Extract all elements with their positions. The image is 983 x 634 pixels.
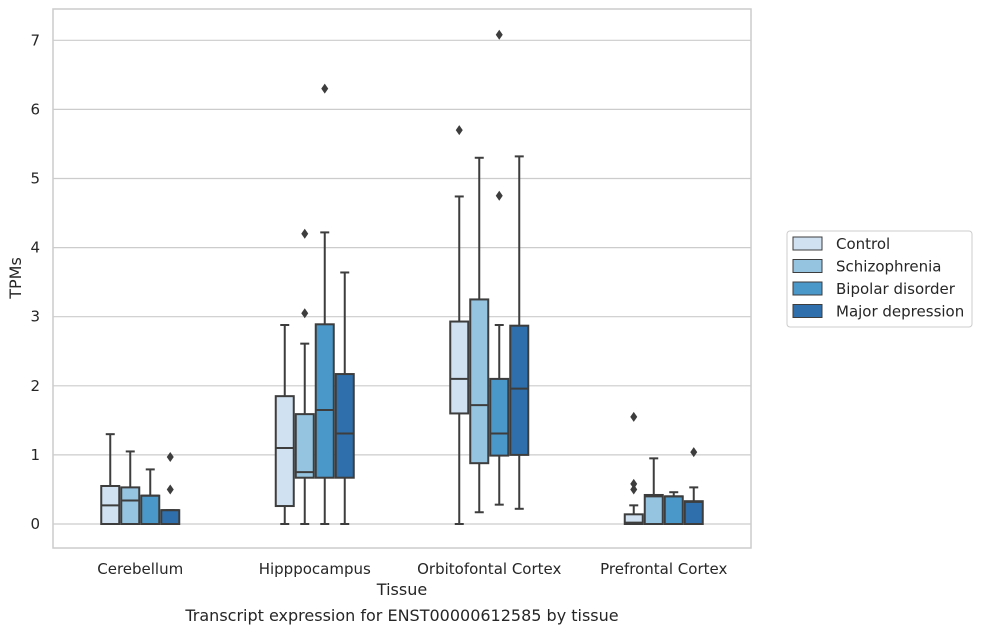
legend-label: Schizophrenia: [836, 258, 941, 276]
legend-frame: [786, 230, 973, 328]
box: [314, 323, 335, 479]
box: [509, 324, 530, 456]
box-plot: [274, 323, 295, 525]
box: [449, 320, 470, 415]
outlier-point: [455, 125, 463, 136]
y-tick-label: 0: [30, 515, 40, 533]
y-ticks: 0 1 2 3 4 5 6 7: [30, 31, 40, 533]
box: [294, 413, 315, 479]
outlier-point: [690, 447, 698, 458]
box-plot: [489, 29, 510, 506]
outlier-point: [495, 29, 503, 40]
box-plot: [683, 447, 704, 525]
box: [643, 493, 664, 525]
outlier-point: [301, 308, 309, 319]
box: [274, 395, 295, 508]
legend-swatch: [792, 281, 823, 296]
box: [140, 494, 161, 526]
box-plot: [469, 156, 490, 514]
outlier-point: [301, 228, 309, 239]
outlier-point: [630, 478, 638, 489]
x-tick-label: Orbitofontal Cortex: [417, 560, 561, 578]
x-tick-label: Cerebellum: [97, 560, 183, 578]
legend-label: Major depression: [836, 303, 964, 321]
y-tick-label: 5: [30, 170, 40, 188]
plot-frame: [52, 8, 752, 549]
x-ticks: Cerebellum Hipppocampus Orbitofontal Corte…: [97, 560, 727, 578]
box-plot: [509, 155, 530, 510]
box-plot: [120, 450, 141, 526]
box-plot: [294, 228, 315, 525]
outlier-point: [630, 411, 638, 422]
legend: Control Schizophrenia Bipolar disorder Majo…: [786, 230, 973, 328]
x-axis-label: Tissue: [376, 580, 427, 599]
y-tick-label: 1: [30, 446, 40, 464]
box-plot: [663, 491, 684, 525]
outlier-point: [166, 451, 174, 462]
y-tick-label: 6: [30, 100, 40, 118]
x-tick-label: Prefrontal Cortex: [600, 560, 727, 578]
outlier-point: [630, 484, 638, 495]
grid: [53, 39, 751, 525]
box-plot: [449, 125, 470, 525]
outlier-point: [495, 190, 503, 201]
box-plot: [140, 468, 161, 526]
box: [683, 500, 704, 525]
y-tick-label: 2: [30, 377, 40, 395]
boxes: [100, 29, 704, 526]
y-tick-label: 4: [30, 239, 40, 257]
box: [489, 377, 510, 457]
y-tick-label: 3: [30, 308, 40, 326]
box: [469, 298, 490, 465]
box-plot: [334, 271, 355, 525]
y-tick-label: 7: [30, 31, 40, 49]
box-plot: [314, 83, 335, 525]
box: [120, 486, 141, 526]
box: [334, 373, 355, 479]
legend-swatch: [792, 304, 823, 318]
legend-label: Bipolar disorder: [836, 280, 956, 298]
box: [623, 513, 644, 525]
box-plot: [623, 411, 644, 525]
y-axis-label: TPMs: [6, 257, 25, 300]
legend-label: Control: [836, 235, 890, 253]
box-plot: [643, 457, 664, 525]
chart-caption: Transcript expression for ENST0000061258…: [184, 606, 618, 625]
outlier-point: [321, 83, 329, 94]
legend-swatch: [792, 259, 823, 273]
box-plot: [100, 433, 121, 525]
box: [160, 509, 181, 525]
outlier-point: [166, 484, 174, 495]
legend-swatch: [792, 236, 823, 251]
box: [663, 495, 684, 525]
x-tick-label: Hipppocampus: [259, 560, 371, 578]
box-plot: [160, 451, 181, 525]
